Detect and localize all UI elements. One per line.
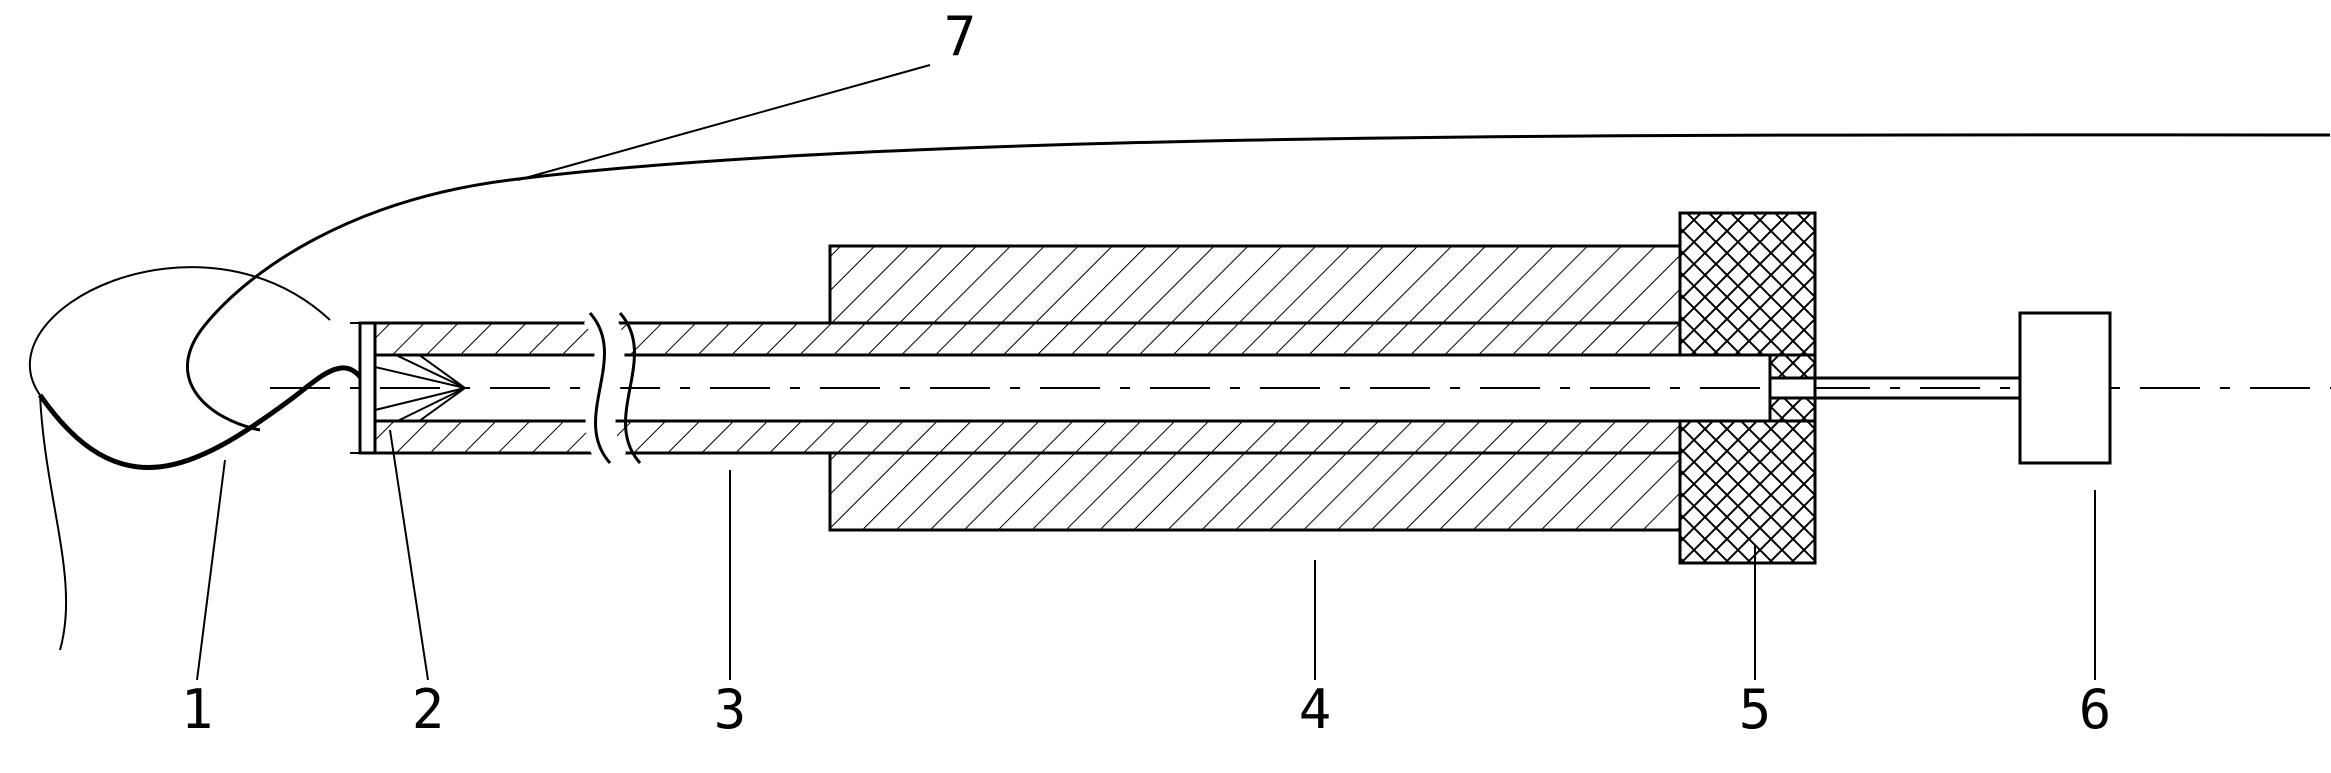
knob [2020,313,2110,463]
fiber-branch [40,395,66,650]
leader-line [390,430,428,680]
callout-number: 2 [412,678,445,741]
callout-number: 1 [181,678,214,741]
leader-line [197,460,225,680]
grip-bottom [1680,421,1815,563]
inner-tube-wall-top [375,323,1770,355]
grip-bore [1770,378,1815,398]
fiber-branch [30,267,330,395]
grip-top [1680,213,1815,355]
tip-fan-line [375,388,465,410]
fiber-cable [40,368,370,468]
callout-number: 6 [2079,678,2112,741]
callout-number: 5 [1739,678,1772,741]
callout-number: 4 [1299,678,1332,741]
sleeve-wall-bottom [830,453,1680,530]
inner-tube-wall-bottom [375,421,1770,453]
leader-line [518,65,930,180]
callout-number: 7 [944,5,977,68]
tip-plate [360,323,375,453]
sleeve-wall-top [830,246,1680,323]
callout-number: 3 [714,678,747,741]
